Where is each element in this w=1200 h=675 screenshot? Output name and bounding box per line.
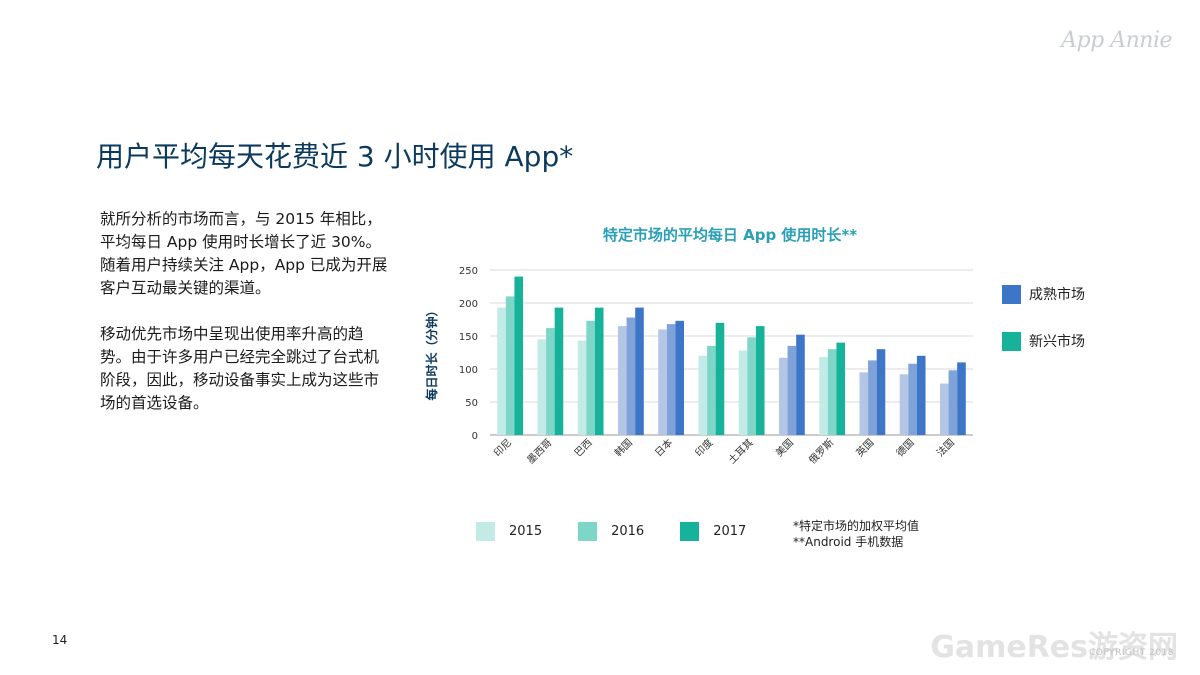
bar-2016: [948, 370, 958, 435]
bar-2017: [876, 349, 886, 435]
swatch-2015: [476, 522, 495, 541]
y-tick-label: 250: [459, 266, 478, 277]
legend-mature: 成熟市场: [1002, 284, 1085, 304]
y-tick-label: 50: [465, 398, 478, 409]
market-legend: 成熟市场 新兴市场: [1002, 284, 1085, 378]
bar-2015: [778, 357, 788, 435]
footnote-1: *特定市场的加权平均值: [793, 519, 920, 533]
bar-2016: [868, 360, 877, 435]
watermark: GameRes游资网: [930, 630, 1178, 665]
bar-2015: [698, 355, 708, 435]
bar-2017: [796, 334, 805, 435]
bar-2017: [635, 307, 644, 435]
legend-2015-label: 2015: [509, 524, 543, 539]
bar-2016: [546, 328, 555, 435]
bar-2015: [617, 326, 627, 435]
x-tick-label: 日本: [652, 436, 675, 459]
chart-title: 特定市场的平均每日 App 使用时长**: [602, 226, 858, 244]
bar-2016: [586, 320, 595, 435]
page-number: 14: [52, 633, 68, 647]
bar-2017: [675, 320, 685, 435]
footnotes: *特定市场的加权平均值 **Android 手机数据: [793, 518, 919, 550]
page-title: 用户平均每天花费近 3 小时使用 App*: [96, 139, 574, 173]
x-tick-label: 德国: [893, 436, 916, 459]
bar-2015: [738, 350, 748, 435]
x-tick-label: 英国: [853, 436, 876, 459]
bar-2015: [497, 307, 506, 435]
bar-2015: [939, 383, 949, 435]
paragraph-1: 就所分析的市场而言，与 2015 年相比，平均每日 App 使用时长增长了近 3…: [100, 210, 388, 297]
bar-2015: [658, 329, 667, 435]
body-text: 就所分析的市场而言，与 2015 年相比，平均每日 App 使用时长增长了近 3…: [100, 208, 390, 438]
x-tick-label: 法国: [934, 436, 957, 459]
bar-2015: [819, 357, 828, 435]
bar-2016: [747, 337, 756, 435]
bar-2016: [666, 324, 676, 435]
paragraph-2: 移动优先市场中呈现出使用率升高的趋势。由于许多用户已经完全跳过了台式机阶段，因此…: [100, 325, 380, 412]
bar-2017: [916, 355, 926, 435]
bar-2017: [755, 326, 765, 435]
bar-2017: [715, 322, 725, 435]
mature-swatch: [1002, 284, 1021, 304]
y-axis-label: 每日时长（分钟）: [424, 304, 439, 400]
bar-2015: [537, 339, 547, 435]
x-tick-label: 印尼: [492, 437, 515, 460]
bar-2016: [626, 317, 636, 435]
bar-2017: [836, 342, 846, 435]
emerging-swatch: [1002, 331, 1021, 351]
y-tick-label: 150: [459, 332, 478, 343]
legend-2016: 2016: [578, 522, 644, 541]
legend-2016-label: 2016: [611, 524, 645, 539]
bar-2017: [957, 362, 966, 435]
swatch-2017: [680, 522, 700, 541]
y-tick-label: 200: [459, 299, 478, 310]
bar-2017: [594, 307, 604, 435]
y-tick-label: 0: [472, 431, 478, 442]
legend-2017-label: 2017: [713, 524, 747, 539]
legend-2015: 2015: [476, 522, 542, 541]
y-tick-label: 100: [459, 365, 478, 376]
x-tick-label: 土耳其: [725, 436, 755, 466]
x-tick-label: 美国: [773, 436, 796, 459]
bar-chart: 0 50 100 150 200 250 每日时长（分钟） 印尼 墨西哥 巴西 韩国 日本 印度 土耳其美…: [424, 266, 973, 467]
app-annie-logo: App Annie: [1061, 28, 1172, 53]
bar-2016: [908, 363, 917, 435]
x-tick-label: 巴西: [572, 437, 595, 460]
bar-2015: [859, 372, 869, 435]
x-tick-label: 俄罗斯: [806, 436, 836, 466]
x-tick-label: 印度: [692, 436, 715, 459]
legend-2017: 2017: [680, 522, 746, 541]
copyright: COPYRIGHT 2018: [1088, 648, 1174, 658]
bar-2016: [827, 349, 837, 435]
swatch-2016: [578, 522, 598, 541]
bar-2017: [554, 307, 564, 435]
bar-2016: [787, 345, 797, 435]
year-legend: 2015 2016 2017: [476, 522, 782, 541]
x-tick-label: 墨西哥: [525, 437, 555, 467]
legend-mature-label: 成熟市场: [1029, 287, 1085, 303]
footnote-2: **Android 手机数据: [793, 535, 904, 549]
legend-emerging: 新兴市场: [1002, 331, 1085, 351]
bar-2017: [514, 276, 524, 435]
bar-2016: [505, 296, 515, 435]
bar-2016: [707, 345, 716, 435]
x-tick-label: 韩国: [612, 436, 635, 459]
bar-2015: [899, 374, 909, 435]
bar-2015: [577, 340, 587, 435]
legend-emerging-label: 新兴市场: [1029, 334, 1085, 350]
